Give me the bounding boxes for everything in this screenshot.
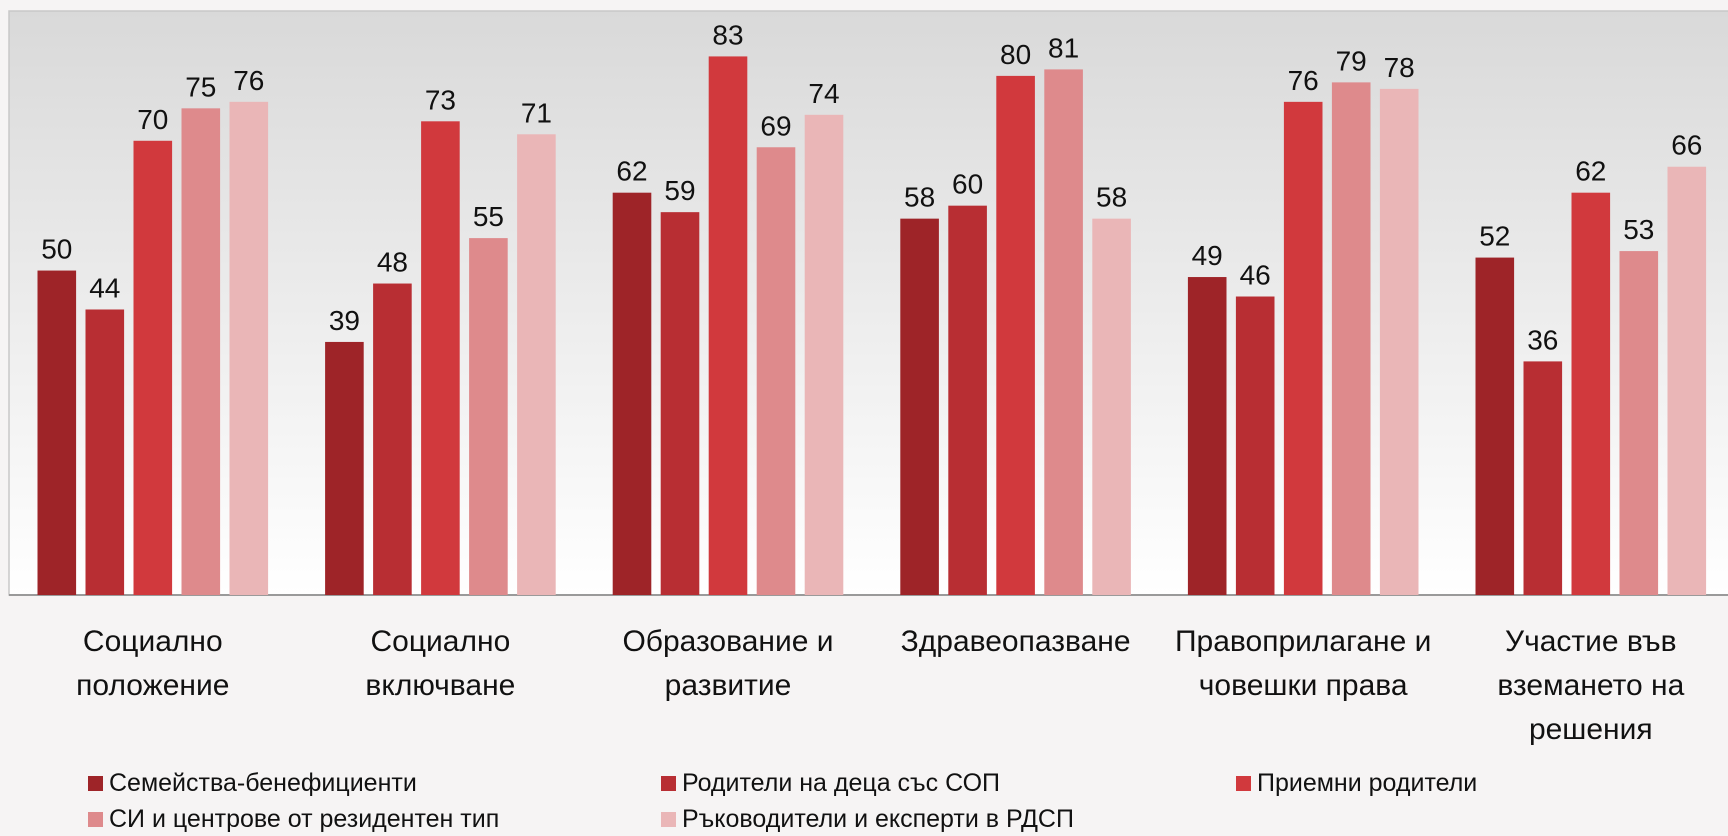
bar [85,309,125,595]
data-label: 44 [89,272,120,303]
bar [229,101,269,595]
data-label: 80 [1000,39,1031,70]
data-label: 49 [1192,240,1223,271]
data-label: 79 [1336,45,1367,76]
data-label: 48 [377,247,408,278]
bar [1092,218,1131,595]
bar [1283,101,1323,595]
data-label: 55 [473,201,504,232]
data-label: 59 [664,175,695,206]
legend-label: СИ и центрове от резидентен тип [109,805,500,833]
bar [708,56,748,595]
bar [1523,361,1563,595]
data-label: 76 [233,65,264,96]
bar [373,283,412,595]
bar [1475,257,1515,595]
data-label: 36 [1527,324,1558,355]
data-label: 73 [425,84,456,115]
bar [1235,296,1275,595]
legend-label: Семейства-бенефициенти [109,769,417,797]
bar [948,205,987,595]
bar [1331,82,1371,595]
x-tick-label: Правоприлагане и човешки права [1174,625,1432,702]
data-label: 83 [712,19,743,50]
data-label: 71 [521,97,552,128]
bar [1667,166,1707,595]
bar [1571,192,1611,595]
bar [1044,69,1083,595]
legend-item: Родители на деца със СОП [661,769,1000,798]
legend-swatch [1236,776,1251,791]
legend-item: Ръководители и експерти в РДСП [661,805,1074,834]
data-label: 39 [329,305,360,336]
legend-label: Родители на деца със СОП [682,769,1001,797]
bar [756,147,796,595]
bar [900,218,939,595]
data-label: 81 [1048,32,1079,63]
bar [469,238,508,595]
bar [181,108,221,595]
bar [1619,251,1659,596]
bar [1187,277,1227,595]
data-label: 60 [952,169,983,200]
data-label: 53 [1623,214,1654,245]
x-tick-label: Здравеопазване [900,625,1131,658]
bar [421,121,460,596]
data-label: 50 [41,234,72,265]
bar [133,140,173,595]
x-tick-label: Участие във вземането на решения [1497,625,1685,746]
plot-area [8,10,1728,596]
data-label: 70 [137,104,168,135]
data-label: 78 [1384,52,1415,83]
data-label: 74 [808,78,839,109]
data-label: 62 [1575,156,1606,187]
data-label: 69 [760,110,791,141]
bar [37,270,77,595]
bar [660,212,700,595]
x-tick-label: Социално включване [365,625,516,702]
bar [612,192,652,595]
legend-item: Семейства-бенефициенти [88,769,417,798]
legend-item: Приемни родители [1236,769,1477,798]
legend-swatch [661,776,676,791]
bar [325,341,364,595]
bar [804,114,844,596]
data-label: 58 [1096,182,1127,213]
data-label: 46 [1240,260,1271,291]
x-tick-label: Социално положение [76,625,230,702]
data-label: 58 [904,182,935,213]
legend-swatch [88,776,103,791]
data-label: 52 [1479,221,1510,252]
legend-label: Приемни родители [1257,769,1478,797]
legend-item: СИ и центрове от резидентен тип [88,805,499,834]
bar [1379,88,1419,595]
data-label: 76 [1288,65,1319,96]
bar [996,75,1035,595]
data-label: 66 [1671,130,1702,161]
data-label: 75 [185,71,216,102]
legend-swatch [661,812,676,827]
bar [517,134,556,596]
legend-swatch [88,812,103,827]
x-tick-label: Образование и развитие [622,625,834,702]
legend-label: Ръководители и експерти в РДСП [682,805,1074,833]
data-label: 62 [616,156,647,187]
